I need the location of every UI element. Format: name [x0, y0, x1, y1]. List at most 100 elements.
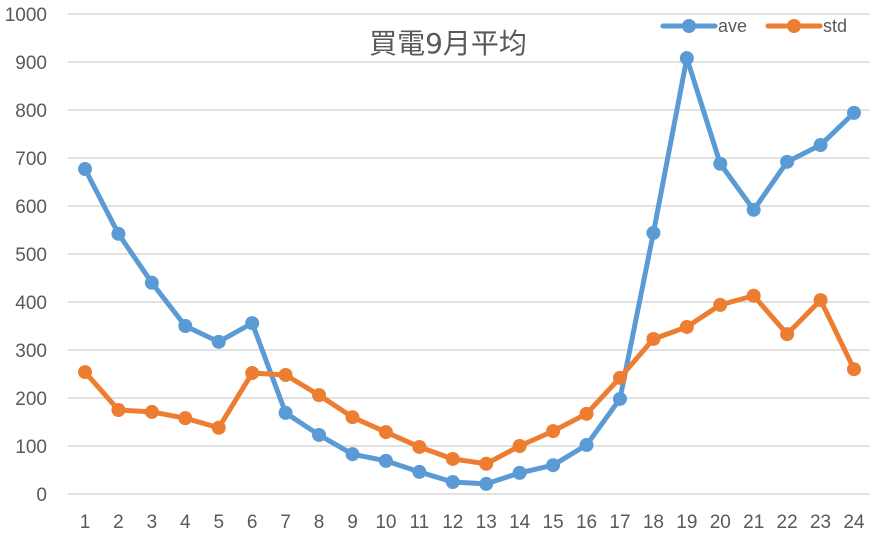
x-tick-label: 18 — [643, 512, 664, 533]
data-point-marker — [646, 225, 661, 240]
chart-title: 買電9月平均 — [369, 27, 527, 60]
data-point-marker — [412, 439, 427, 454]
data-point-marker — [746, 202, 761, 217]
data-point-marker — [847, 105, 861, 120]
x-tick-label: 22 — [777, 512, 798, 533]
data-point-marker — [111, 403, 126, 417]
data-point-marker — [813, 138, 828, 153]
x-tick-label: 16 — [576, 512, 597, 533]
data-point-marker — [378, 425, 393, 440]
y-tick-label: 0 — [36, 485, 47, 506]
x-tick-label: 8 — [314, 512, 325, 533]
data-point-marker — [713, 297, 728, 312]
data-point-marker — [612, 370, 627, 385]
x-tick-label: 21 — [743, 512, 764, 533]
data-point-marker — [579, 438, 594, 453]
data-point-marker — [78, 365, 92, 380]
data-point-marker — [178, 411, 193, 426]
legend: ave std — [660, 16, 847, 36]
legend-item-ave: ave — [660, 16, 747, 36]
x-tick-label: 12 — [442, 512, 463, 533]
y-tick-label: 600 — [15, 197, 47, 218]
data-point-marker — [847, 362, 861, 377]
y-tick-label: 1000 — [5, 5, 47, 26]
x-tick-label: 17 — [609, 512, 630, 533]
data-point-marker — [646, 331, 661, 346]
data-point-marker — [780, 154, 795, 169]
data-point-marker — [679, 319, 694, 334]
data-point-marker — [312, 388, 327, 403]
data-point-marker — [780, 327, 795, 342]
x-tick-label: 6 — [247, 512, 258, 533]
legend-label: std — [823, 16, 847, 36]
data-point-marker — [546, 458, 561, 473]
x-tick-label: 15 — [543, 512, 564, 533]
data-point-marker — [144, 404, 159, 419]
data-point-marker — [345, 410, 360, 425]
data-point-marker — [245, 316, 260, 331]
data-point-marker — [445, 451, 460, 466]
legend-marker-icon — [682, 19, 696, 33]
data-point-marker — [78, 162, 92, 177]
data-point-marker — [479, 456, 494, 471]
legend-label: ave — [718, 16, 747, 36]
x-tick-label: 11 — [409, 512, 429, 533]
x-tick-label: 24 — [843, 512, 865, 533]
x-axis: 1 2 3 4 5 6 7 8 9 10 11 12 13 14 15 16 17 18 19 20 21 22 23 24 — [80, 512, 865, 533]
data-point-marker — [679, 51, 694, 66]
y-axis: 0 100 200 300 400 500 600 700 800 900 1000 — [5, 5, 47, 506]
y-tick-label: 500 — [15, 245, 47, 266]
data-point-marker — [813, 293, 828, 308]
x-tick-label: 23 — [810, 512, 831, 533]
legend-item-std: std — [765, 16, 847, 36]
series-ave — [78, 51, 861, 491]
data-point-marker — [345, 447, 360, 462]
data-point-marker — [378, 453, 393, 468]
data-series — [78, 51, 861, 491]
data-point-marker — [278, 367, 293, 382]
y-tick-label: 900 — [15, 53, 47, 74]
y-tick-label: 100 — [15, 437, 47, 458]
y-tick-label: 700 — [15, 149, 47, 170]
x-tick-label: 14 — [509, 512, 531, 533]
x-tick-label: 10 — [375, 512, 396, 533]
data-point-marker — [412, 464, 427, 479]
x-tick-label: 13 — [476, 512, 497, 533]
data-point-marker — [211, 420, 226, 435]
data-point-marker — [479, 476, 494, 491]
data-point-marker — [579, 406, 594, 421]
x-tick-label: 5 — [213, 512, 224, 533]
x-tick-label: 19 — [676, 512, 697, 533]
y-tick-label: 200 — [15, 389, 47, 410]
data-point-marker — [278, 405, 293, 420]
data-point-marker — [178, 319, 193, 333]
data-point-marker — [312, 427, 327, 442]
data-point-marker — [245, 366, 260, 381]
data-point-marker — [144, 275, 159, 290]
x-tick-label: 20 — [710, 512, 731, 533]
x-tick-label: 3 — [147, 512, 158, 533]
x-tick-label: 9 — [347, 512, 358, 533]
gridlines — [68, 13, 870, 495]
x-tick-label: 1 — [80, 512, 91, 533]
y-tick-label: 800 — [15, 101, 47, 122]
y-tick-label: 300 — [15, 341, 47, 362]
legend-marker-icon — [787, 19, 801, 33]
data-point-marker — [211, 334, 226, 349]
data-point-marker — [512, 439, 527, 453]
data-point-marker — [713, 156, 728, 171]
x-tick-label: 7 — [280, 512, 291, 533]
data-point-marker — [746, 288, 761, 303]
x-tick-label: 2 — [113, 512, 124, 533]
y-tick-label: 400 — [15, 293, 47, 314]
series-std — [78, 288, 861, 471]
data-point-marker — [546, 424, 561, 439]
x-tick-label: 4 — [180, 512, 191, 533]
data-point-marker — [512, 465, 527, 480]
data-point-marker — [445, 475, 460, 489]
data-point-marker — [111, 226, 126, 241]
data-point-marker — [612, 391, 627, 406]
